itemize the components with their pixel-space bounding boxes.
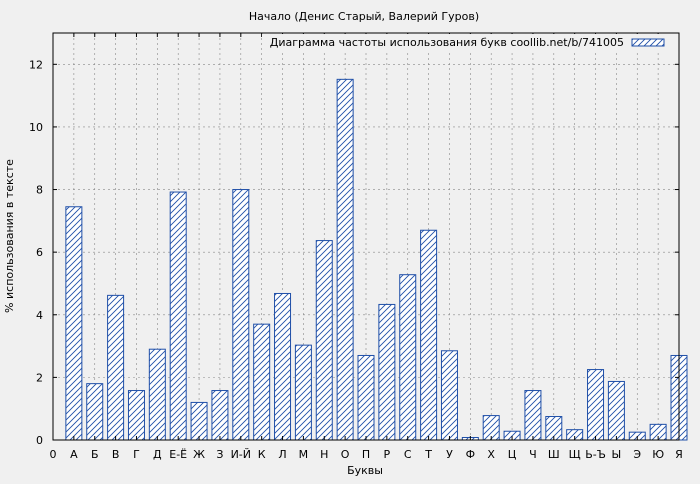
x-tick-label: Ы bbox=[612, 448, 622, 461]
x-tick-label: О bbox=[341, 448, 350, 461]
y-tick-label: 4 bbox=[36, 309, 43, 322]
bar-К bbox=[253, 323, 271, 441]
x-axis-label: Буквы bbox=[347, 464, 383, 477]
bar-Г bbox=[127, 390, 145, 441]
y-tick-label: 8 bbox=[36, 184, 43, 197]
bar-Б bbox=[86, 383, 104, 441]
y-tick-label: 10 bbox=[29, 121, 43, 134]
x-tick-label: Р bbox=[384, 448, 391, 461]
bar-Т bbox=[420, 229, 438, 441]
x-tick-label: Ь-Ъ bbox=[585, 448, 606, 461]
legend: Диаграмма частоты использования букв coo… bbox=[262, 34, 674, 52]
bar-И-Й bbox=[232, 189, 250, 441]
bar-Н bbox=[315, 240, 333, 441]
bar-П bbox=[357, 354, 375, 441]
x-tick-label: Д bbox=[153, 448, 162, 461]
x-tick-label: Е-Ё bbox=[169, 448, 187, 461]
bar-Е-Ё bbox=[169, 191, 187, 441]
y-tick-label: 12 bbox=[29, 58, 43, 71]
y-tick-label: 6 bbox=[36, 246, 43, 259]
y-tick-label: 2 bbox=[36, 371, 43, 384]
x-tick-label: П bbox=[362, 448, 370, 461]
y-tick-label: 0 bbox=[36, 434, 43, 447]
x-tick-label: Э bbox=[633, 448, 641, 461]
bar-С bbox=[399, 274, 417, 441]
x-tick-label: С bbox=[404, 448, 412, 461]
bar-З bbox=[211, 390, 229, 441]
bar-М bbox=[294, 344, 312, 441]
x-tick-label: Ц bbox=[508, 448, 517, 461]
bar-Р bbox=[378, 303, 396, 441]
x-tick-label: Ч bbox=[529, 448, 537, 461]
legend-background bbox=[262, 34, 674, 52]
bar-Ы bbox=[607, 380, 625, 441]
x-tick-label: Г bbox=[133, 448, 140, 461]
chart-title: Начало (Денис Старый, Валерий Гуров) bbox=[249, 10, 479, 23]
bar-У bbox=[440, 350, 458, 441]
x-tick-label: Щ bbox=[569, 448, 581, 461]
x-tick-label: 0 bbox=[50, 448, 57, 461]
x-tick-label: И-Й bbox=[231, 448, 251, 461]
x-tick-label: З bbox=[216, 448, 223, 461]
bar-Ж bbox=[190, 401, 208, 441]
bar-Д bbox=[148, 348, 166, 441]
bar-А bbox=[65, 206, 83, 441]
x-tick-label: А bbox=[70, 448, 78, 461]
x-tick-label: Т bbox=[424, 448, 432, 461]
x-tick-label: К bbox=[258, 448, 266, 461]
x-tick-label: Ш bbox=[548, 448, 560, 461]
bar-Ь-Ъ bbox=[587, 369, 605, 441]
x-tick-label: Х bbox=[487, 448, 495, 461]
x-tick-label: Ю bbox=[652, 448, 664, 461]
bar-Ч bbox=[524, 390, 542, 441]
bar-В bbox=[107, 294, 125, 441]
x-tick-label: Б bbox=[91, 448, 99, 461]
x-tick-label: М bbox=[299, 448, 309, 461]
bar-Л bbox=[274, 292, 292, 441]
y-axis-label: % использования в тексте bbox=[3, 159, 16, 313]
x-tick-label: Я bbox=[675, 448, 683, 461]
bar-О bbox=[336, 78, 354, 441]
x-tick-label: У bbox=[446, 448, 453, 461]
x-tick-label: Ф bbox=[466, 448, 475, 461]
legend-swatch bbox=[631, 38, 665, 47]
legend-label: Диаграмма частоты использования букв coo… bbox=[270, 36, 624, 49]
x-tick-label: Ж bbox=[193, 448, 205, 461]
x-tick-label: Н bbox=[320, 448, 328, 461]
x-tick-label: В bbox=[112, 448, 120, 461]
x-tick-label: Л bbox=[278, 448, 286, 461]
